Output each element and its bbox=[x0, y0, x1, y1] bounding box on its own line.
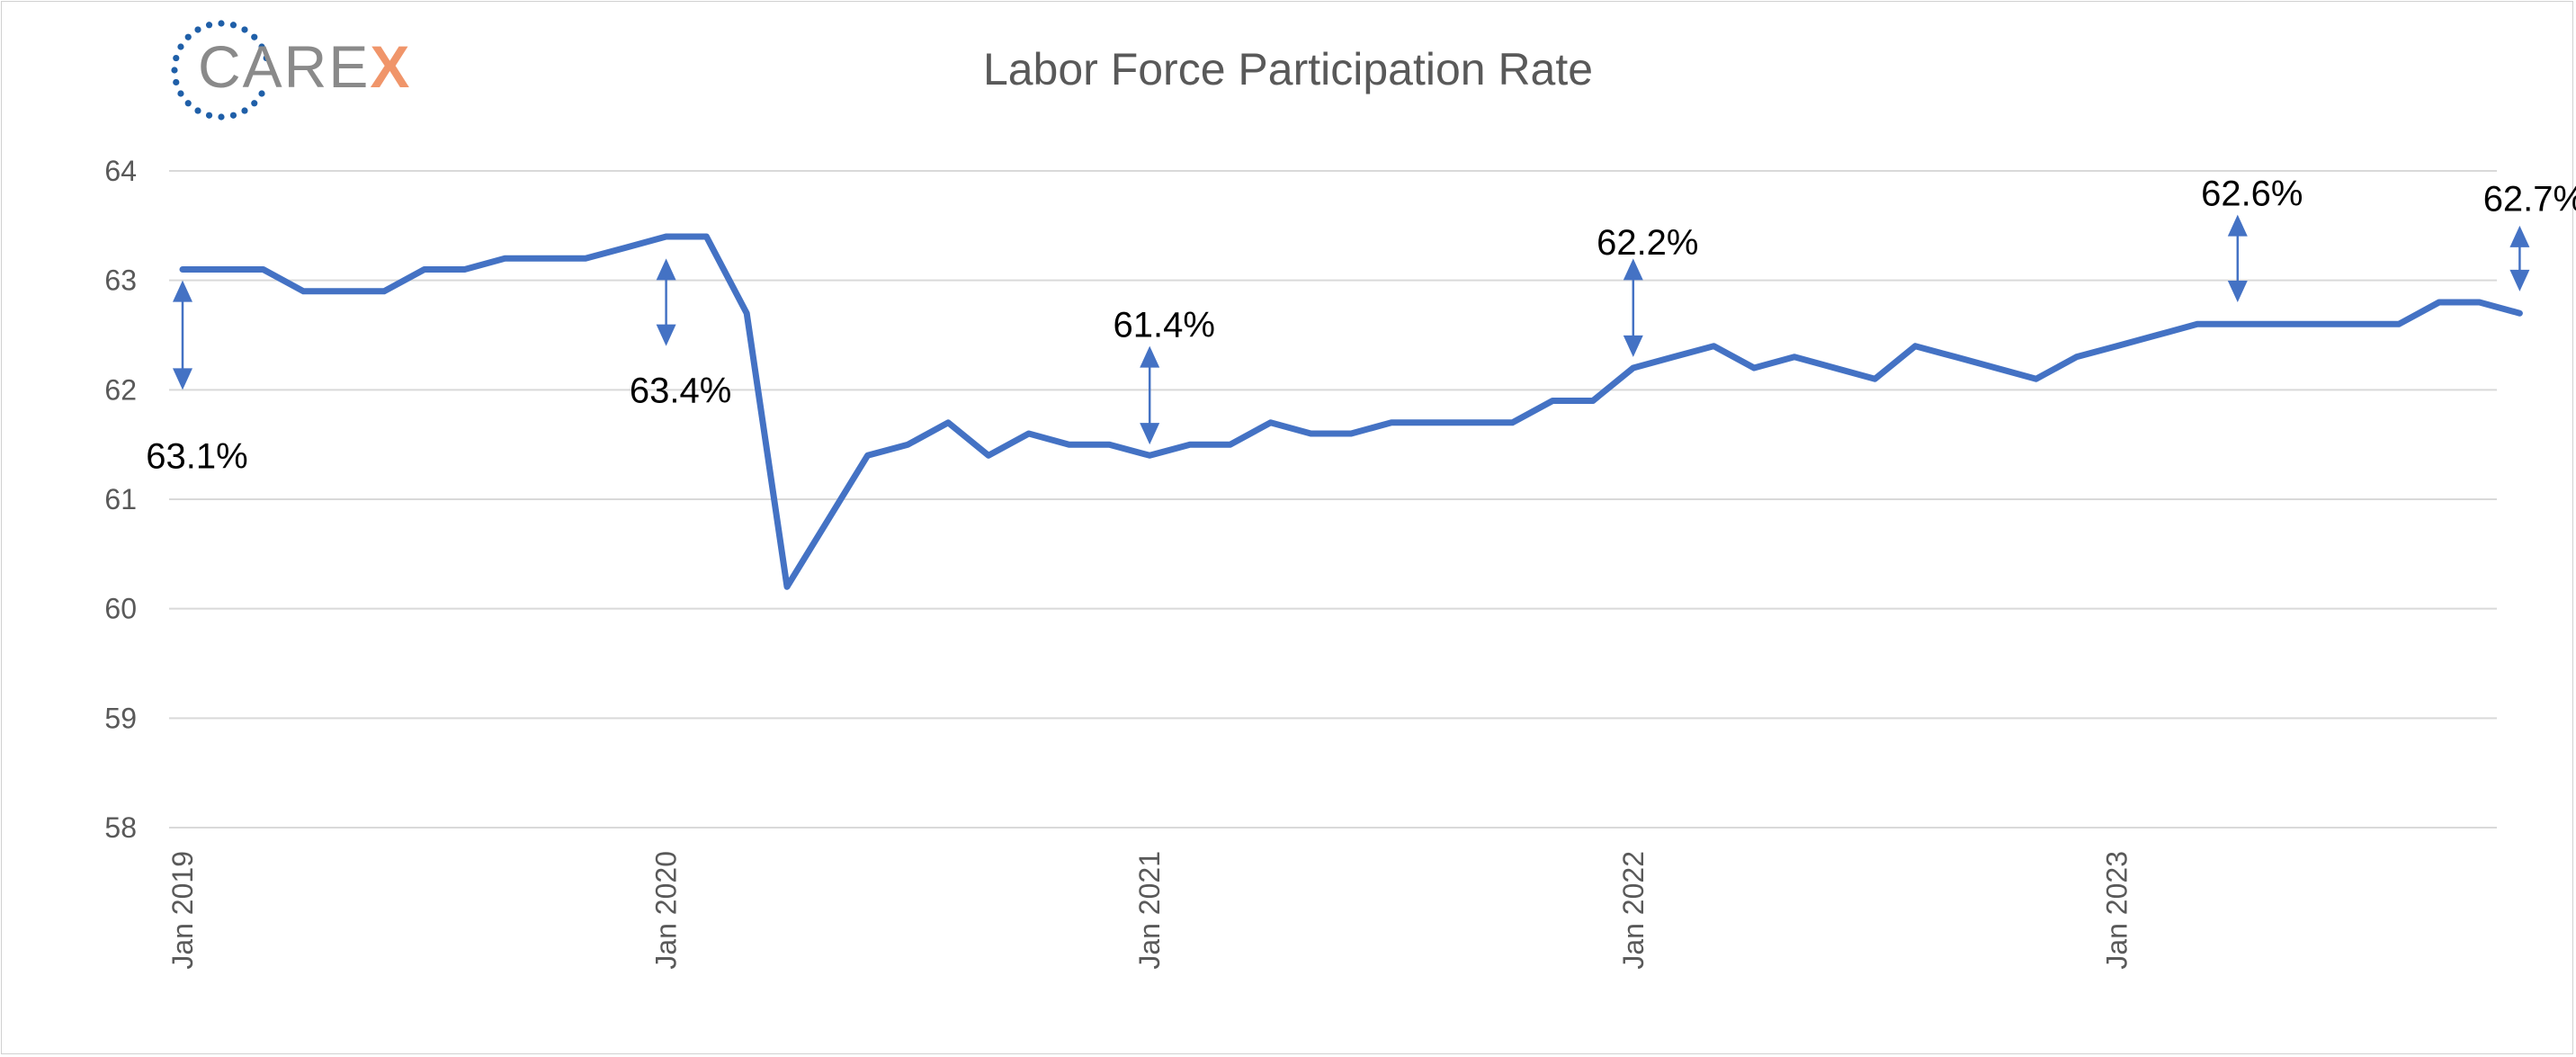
logo-dot bbox=[218, 20, 225, 27]
logo-dot bbox=[205, 112, 213, 119]
logo-text-main: CARE bbox=[198, 33, 371, 100]
annotation-arrowhead-down bbox=[2227, 281, 2248, 302]
annotation-label: 62.2% bbox=[1597, 223, 1698, 263]
logo-dot bbox=[194, 26, 201, 33]
annotation-arrowhead-down bbox=[1623, 335, 1643, 357]
annotation-arrowhead-down bbox=[656, 324, 676, 346]
logo-dot bbox=[205, 22, 213, 29]
annotation-label: 63.1% bbox=[146, 436, 247, 476]
logo-dot bbox=[251, 33, 258, 40]
annotation-arrowhead-up bbox=[2227, 214, 2248, 237]
annotation: 62.7% bbox=[2483, 179, 2576, 291]
logo-dot bbox=[173, 54, 180, 62]
logo-text-accent: X bbox=[370, 33, 412, 100]
carex-logo: CAREX bbox=[167, 16, 437, 124]
logo-dot bbox=[194, 107, 201, 114]
annotation-arrowhead-up bbox=[656, 258, 676, 281]
logo-dot bbox=[241, 26, 248, 33]
annotation-label: 63.4% bbox=[630, 371, 731, 410]
logo-text: CAREX bbox=[198, 32, 411, 101]
logo-dot bbox=[258, 43, 265, 50]
annotation: 62.2% bbox=[1597, 223, 1699, 357]
x-axis-ticks: Jan 2019 Jan 2020 Jan 2021 Jan 2022 Jan 2023 bbox=[166, 851, 2133, 970]
logo-dot bbox=[229, 22, 237, 29]
logo-dot bbox=[258, 90, 265, 97]
annotation-label: 61.4% bbox=[1113, 305, 1214, 345]
series-layer bbox=[179, 233, 2523, 590]
logo-dot bbox=[177, 90, 184, 97]
logo-dot bbox=[184, 100, 192, 107]
logo-dot bbox=[229, 112, 237, 119]
annotation-arrowhead-up bbox=[2509, 225, 2530, 247]
x-tick-label: Jan 2022 bbox=[1617, 851, 1650, 970]
logo-dot bbox=[171, 67, 178, 74]
gridlines bbox=[169, 170, 2497, 829]
annotation: 61.4% bbox=[1113, 305, 1215, 445]
y-tick-label: 63 bbox=[104, 264, 137, 297]
annotation: 63.1% bbox=[146, 280, 248, 476]
chart-title: Labor Force Participation Rate bbox=[983, 44, 1593, 94]
annotation-arrowhead-up bbox=[1623, 258, 1643, 281]
annotation-arrowhead-down bbox=[2509, 269, 2530, 291]
logo-dot bbox=[184, 33, 192, 40]
logo-dot bbox=[241, 107, 248, 114]
logo-dot bbox=[263, 54, 270, 62]
annotations: 63.1% 63.4% 61.4% 62.2% 62.6% 62.7% bbox=[146, 174, 2576, 476]
x-tick-label: Jan 2019 bbox=[166, 851, 199, 970]
logo-dot-ring bbox=[171, 20, 270, 121]
annotation-label: 62.7% bbox=[2483, 179, 2576, 219]
y-tick-label: 58 bbox=[104, 811, 137, 844]
y-tick-label: 64 bbox=[104, 155, 137, 187]
x-tick-label: Jan 2023 bbox=[2100, 851, 2133, 970]
annotation-arrowhead-up bbox=[1140, 345, 1160, 368]
annotation-arrowhead-down bbox=[1140, 423, 1160, 445]
y-tick-label: 61 bbox=[104, 483, 137, 515]
annotation-label: 62.6% bbox=[2201, 174, 2303, 213]
annotation: 63.4% bbox=[630, 258, 731, 410]
annotation-arrowhead-up bbox=[173, 280, 192, 302]
logo-dot bbox=[177, 43, 184, 50]
y-tick-label: 62 bbox=[104, 373, 137, 406]
logo-dot bbox=[218, 113, 225, 121]
y-axis-ticks: 58 59 60 61 62 63 64 bbox=[104, 155, 137, 844]
annotation: 62.6% bbox=[2201, 174, 2303, 302]
x-tick-label: Jan 2021 bbox=[1133, 851, 1166, 970]
annotation-arrowhead-down bbox=[173, 368, 192, 390]
x-tick-label: Jan 2020 bbox=[650, 851, 683, 970]
series-line bbox=[179, 233, 2523, 590]
logo-dot bbox=[251, 100, 258, 107]
y-tick-label: 60 bbox=[104, 593, 137, 625]
y-tick-label: 59 bbox=[104, 702, 137, 734]
logo-dot bbox=[173, 78, 180, 86]
